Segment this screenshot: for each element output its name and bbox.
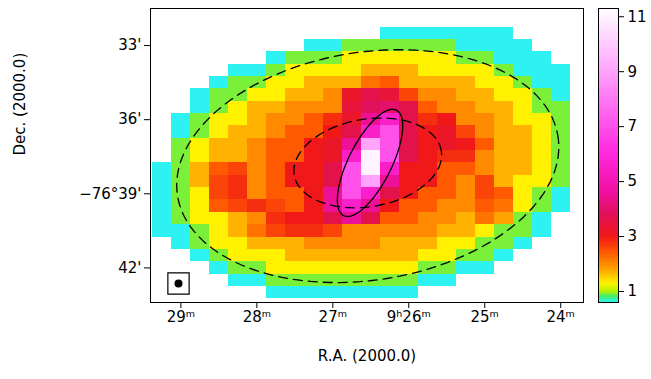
svg-text:24ᵐ: 24ᵐ: [546, 308, 574, 326]
svg-text:29ᵐ: 29ᵐ: [167, 308, 195, 326]
svg-text:36': 36': [118, 110, 141, 128]
svg-text:42': 42': [118, 259, 141, 277]
svg-text:7: 7: [628, 117, 638, 135]
svg-text:3: 3: [628, 227, 638, 245]
svg-text:33': 33': [118, 36, 141, 54]
svg-text:Dec. (2000.0): Dec. (2000.0): [11, 53, 29, 156]
svg-text:11: 11: [628, 8, 647, 26]
svg-text:1: 1: [628, 282, 638, 300]
svg-text:9ʰ26ᵐ: 9ʰ26ᵐ: [387, 308, 431, 326]
svg-text:27ᵐ: 27ᵐ: [319, 308, 347, 326]
svg-text:9: 9: [628, 62, 638, 80]
svg-text:R.A. (2000.0): R.A. (2000.0): [318, 347, 416, 365]
svg-text:5: 5: [628, 172, 638, 190]
svg-text:28ᵐ: 28ᵐ: [243, 308, 271, 326]
svg-text:−76°39': −76°39': [79, 185, 141, 203]
svg-text:25ᵐ: 25ᵐ: [471, 308, 499, 326]
